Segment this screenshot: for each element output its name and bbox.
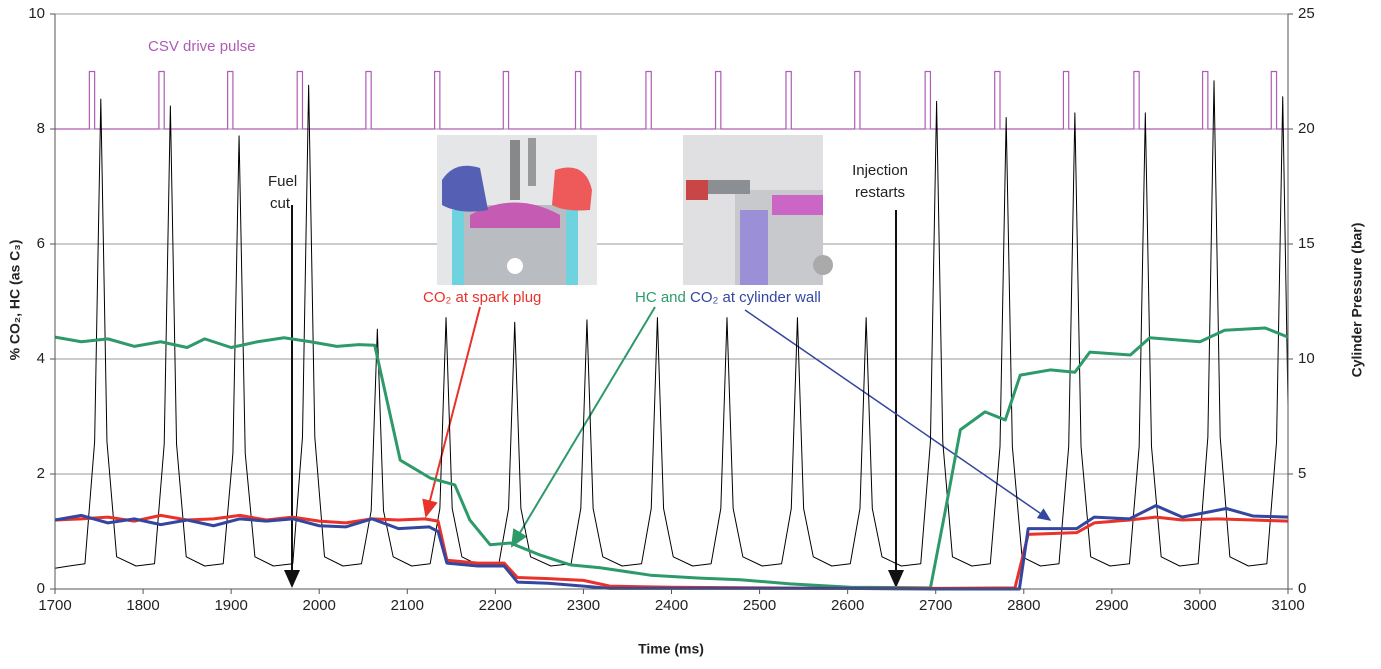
annotation: CSV drive pulse <box>148 38 256 55</box>
x-tick-label: 3000 <box>1183 597 1216 614</box>
insets <box>437 135 833 285</box>
y-tick-label: 0 <box>37 580 45 597</box>
annotation: restarts <box>855 184 905 201</box>
series-line <box>55 70 1288 130</box>
annotation: Fuel <box>268 173 297 190</box>
x-tick-label: 1800 <box>126 597 159 614</box>
series-line <box>54 80 1289 569</box>
y2-axis-title: Cylinder Pressure (bar) <box>1349 223 1365 378</box>
x-tick-label: 2400 <box>655 597 688 614</box>
y-axis-title: % CO₂, HC (as C₃) <box>7 240 23 361</box>
y2-tick-label: 15 <box>1298 235 1315 252</box>
y-tick-label: 4 <box>37 350 45 367</box>
x-tick-label: 2800 <box>1007 597 1040 614</box>
series-line <box>54 513 1289 590</box>
x-tick-label: 1700 <box>38 597 71 614</box>
y-tick-label: 10 <box>28 5 45 22</box>
x-tick-label: 2300 <box>567 597 600 614</box>
series-line <box>54 504 1289 591</box>
x-tick-label: 3100 <box>1271 597 1304 614</box>
series-line <box>54 326 1289 590</box>
x-tick-label: 2100 <box>391 597 424 614</box>
x-tick-label: 2900 <box>1095 597 1128 614</box>
series <box>54 70 1289 591</box>
x-tick-label: 2700 <box>919 597 952 614</box>
annotation: cut <box>270 195 291 212</box>
engine-illustration <box>683 135 833 285</box>
x-tick-label: 2000 <box>303 597 336 614</box>
axes: 0 2 4 6 8 10 0 5 10 15 20 25 1700 1800 1900 2000 2100 220… <box>28 5 1314 614</box>
spark-plug-arrow <box>422 306 481 518</box>
x-tick-label: 1900 <box>214 597 247 614</box>
y-tick-label: 2 <box>37 465 45 482</box>
x-axis-title: Time (ms) <box>638 641 704 657</box>
y2-tick-label: 5 <box>1298 465 1306 482</box>
x-tick-label: 2200 <box>479 597 512 614</box>
co2-wall-arrow <box>744 309 1052 521</box>
x-tick-label: 2600 <box>831 597 864 614</box>
y2-tick-label: 20 <box>1298 120 1315 137</box>
annotation: HC and <box>635 289 686 306</box>
annotation: Injection <box>852 162 908 179</box>
engine-illustration <box>437 135 597 285</box>
y2-tick-label: 0 <box>1298 580 1306 597</box>
x-tick-label: 2500 <box>743 597 776 614</box>
y-tick-label: 6 <box>37 235 45 252</box>
y2-tick-label: 25 <box>1298 5 1315 22</box>
annotation: CO₂ at spark plug <box>423 289 541 306</box>
y2-tick-label: 10 <box>1298 350 1315 367</box>
y-tick-label: 8 <box>37 120 45 137</box>
annotation: CO₂ at cylinder wall <box>690 289 821 306</box>
